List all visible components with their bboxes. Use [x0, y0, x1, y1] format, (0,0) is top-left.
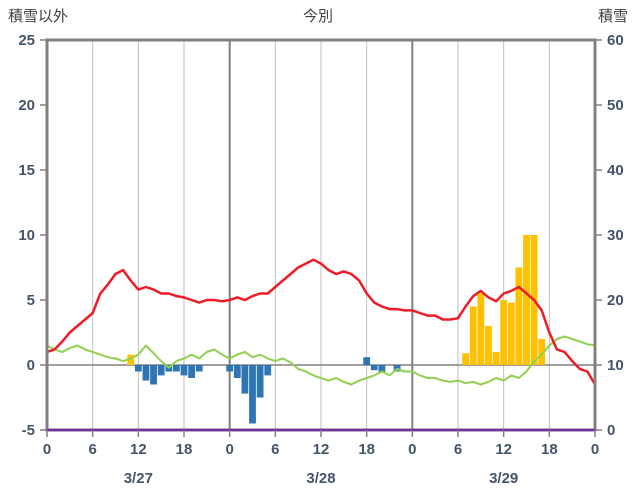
axis-label: 12 [130, 441, 147, 458]
temperature-line [45, 258, 597, 386]
axis-label: 20 [607, 292, 624, 309]
bar [256, 365, 264, 398]
chart-title: 今別 [302, 8, 334, 25]
bar [462, 353, 470, 365]
axis-label: 12 [495, 441, 512, 458]
bar [180, 365, 188, 376]
bar [507, 302, 515, 365]
bar [157, 365, 165, 376]
bar [134, 365, 142, 372]
green-line [46, 335, 596, 386]
axis-label: 50 [607, 97, 624, 114]
axis-label: 5 [27, 292, 35, 309]
axis-label: 6 [271, 441, 279, 458]
axis-label: -5 [22, 422, 35, 439]
bar [515, 267, 523, 365]
bar [150, 365, 157, 385]
bar [492, 352, 500, 365]
axis-label: 18 [358, 441, 375, 458]
bar [264, 365, 272, 376]
axis-label: 20 [18, 97, 35, 114]
bar [226, 365, 234, 372]
axis-label: 6 [88, 441, 96, 458]
bar [172, 365, 180, 372]
precipitation-bars [134, 357, 401, 424]
bar [363, 357, 371, 365]
axis-label: 6 [454, 441, 462, 458]
axis-label: 12 [313, 441, 330, 458]
bar [500, 300, 508, 365]
bar [127, 354, 135, 365]
bar [378, 365, 386, 373]
axis-label: 0 [607, 422, 615, 439]
bar [469, 306, 477, 365]
axis-label: 60 [607, 32, 624, 49]
axis-label: 3/29 [489, 470, 518, 487]
axis-label: 0 [225, 441, 233, 458]
bar [195, 365, 203, 372]
axis-label: 10 [607, 357, 624, 374]
axis-label: 0 [591, 441, 599, 458]
bar [485, 326, 492, 365]
bar [188, 365, 196, 378]
bar [538, 339, 546, 365]
axis-label: 15 [18, 162, 35, 179]
axis-label: 18 [541, 441, 558, 458]
bar [142, 365, 150, 381]
axis-label: 30 [607, 227, 624, 244]
axis-label: 18 [176, 441, 193, 458]
axis-label: 40 [607, 162, 624, 179]
axis-label: 10 [18, 227, 35, 244]
bar [249, 365, 256, 424]
axis-label: 3/27 [124, 470, 153, 487]
axis-label: 0 [408, 441, 416, 458]
bar [477, 293, 485, 365]
bar [233, 365, 241, 378]
bar [241, 365, 249, 394]
bar [370, 365, 378, 371]
axis-label: 3/28 [306, 470, 335, 487]
axis-label: 0 [43, 441, 51, 458]
bar [523, 235, 530, 365]
right-axis-title: 積雪 [597, 8, 628, 25]
axis-label: 25 [18, 32, 35, 49]
left-axis-title: 積雪以外 [8, 8, 69, 25]
axis-label: 0 [27, 357, 35, 374]
